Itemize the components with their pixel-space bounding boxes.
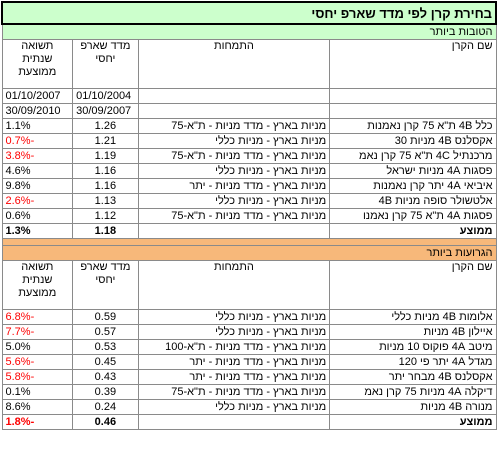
fund-name-cell: מרכנתיל 4C ת"א 75 קרן נאמ [329,148,497,164]
date-empty-cell [329,88,497,104]
return-period-end: 30/09/2010 [1,103,74,119]
specialization-cell: מניות בארץ - מניות כללי [137,163,331,179]
table-row: מרכנתיל 4C ת"א 75 קרן נאמ מניות בארץ - מד… [1,148,497,164]
table-row: מיטב 4A פוקוס 10 מניות מניות בארץ - מדד מ… [1,339,497,355]
date-empty-cell [329,103,497,119]
sharpe-cell: 1.13 [72,193,139,209]
fund-name-cell: פסגות 4A מניות ישראל [329,163,497,179]
fund-name-cell: אלטשולר סופה מניות 4B [329,193,497,209]
specialization-cell: מניות בארץ - מדד מניות - ת"א-100 [137,339,331,355]
sharpe-cell: 1.16 [72,163,139,179]
table-row: אקסלנס 4B מבחר יתר מניות בארץ - מדד מניות… [1,369,497,385]
fund-name-cell: דיקלה 4A מניות 75 קרן נאמ [329,384,497,400]
fund-name-cell: מנורה 4B מניות [329,399,497,415]
header-annual-return: תשואה שנתית ממוצעת [1,39,74,89]
table-row: פסגות 4A ת"א 75 קרן נאמנו מניות בארץ - מד… [1,208,497,224]
sharpe-cell: 0.43 [72,369,139,385]
fund-name-cell: כלל 4B ת"א 75 קרן נאמנות [329,118,497,134]
table-row: אלטשולר סופה מניות 4B מניות בארץ - מניות … [1,193,497,209]
sharpe-cell: 1.26 [72,118,139,134]
fund-name-cell: מגדל 4A יתר פי 120 [329,354,497,370]
table-row: מגדל 4A יתר פי 120 מניות בארץ - מדד מניות… [1,354,497,370]
header-specialization: התמחות [137,39,331,89]
specialization-cell: מניות בארץ - מניות כללי [137,324,331,340]
sharpe-period-end: 30/09/2007 [72,103,139,119]
specialization-cell: מניות בארץ - מניות כללי [137,193,331,209]
annual-return-cell: 0.1% [1,384,74,400]
header-fund-name: שם הקרן [329,260,497,310]
header-sharpe: מדד שארפ יחסי [72,39,139,89]
section-label-best: הטובות ביותר [1,23,497,40]
specialization-cell: מניות בארץ - מניות כללי [137,309,331,325]
section-label-worst: הגרועות ביותר [1,245,497,261]
fund-name-cell: מיטב 4A פוקוס 10 מניות [329,339,497,355]
specialization-cell: מניות בארץ - מדד מניות - יתר [137,354,331,370]
table-row: מנורה 4B מניות מניות בארץ - מניות כללי 0.2… [1,399,497,415]
table-row: איביאי 4A יתר קרן נאמנות מניות בארץ - מדד… [1,178,497,194]
header-annual-return: תשואה שנתית ממוצעת [1,260,74,310]
header-specialization: התמחות [137,260,331,310]
fund-selection-table: בחירת קרן לפי מדד שארפ יחסי הטובות ביותר… [1,1,497,430]
fund-name-cell: פסגות 4A ת"א 75 קרן נאמנו [329,208,497,224]
best-average-label: ממוצע [329,223,497,239]
sharpe-cell: 1.21 [72,133,139,149]
header-sharpe: מדד שארפ יחסי [72,260,139,310]
sharpe-cell: 0.53 [72,339,139,355]
sharpe-cell: 1.16 [72,178,139,194]
annual-return-cell: -7.7% [1,324,74,340]
sharpe-cell: 0.45 [72,354,139,370]
specialization-cell: מניות בארץ - מניות כללי [137,399,331,415]
specialization-cell: מניות בארץ - מניות כללי [137,133,331,149]
table-row: כלל 4B ת"א 75 קרן נאמנות מניות בארץ - מדד… [1,118,497,134]
annual-return-cell: -6.8% [1,309,74,325]
annual-return-cell: 5.0% [1,339,74,355]
annual-return-cell: -5.8% [1,369,74,385]
average-empty-cell [137,414,331,430]
worst-average-sharpe: 0.46 [72,414,139,430]
table-row: אלומות 4B מניות כללי מניות בארץ - מניות כ… [1,309,497,325]
specialization-cell: מניות בארץ - מדד מניות - ת"א-75 [137,148,331,164]
sharpe-cell: 1.12 [72,208,139,224]
sharpe-cell: 0.57 [72,324,139,340]
return-period-start: 01/10/2007 [1,88,74,104]
annual-return-cell: -2.6% [1,193,74,209]
table-row: פסגות 4A מניות ישראל מניות בארץ - מניות כ… [1,163,497,179]
annual-return-cell: 8.6% [1,399,74,415]
sharpe-cell: 0.59 [72,309,139,325]
sharpe-cell: 0.39 [72,384,139,400]
annual-return-cell: -0.7% [1,133,74,149]
annual-return-cell: -5.6% [1,354,74,370]
table-row: איילון 4B מניות מניות בארץ - מניות כללי 0.… [1,324,497,340]
sharpe-period-start: 01/10/2004 [72,88,139,104]
annual-return-cell: -3.8% [1,148,74,164]
section-divider [1,238,497,246]
specialization-cell: מניות בארץ - מדד מניות - ת"א-75 [137,384,331,400]
average-empty-cell [137,223,331,239]
fund-name-cell: איילון 4B מניות [329,324,497,340]
table-row: אקסלנס 4B מניות 30 מניות בארץ - מניות כלל… [1,133,497,149]
best-average-sharpe: 1.18 [72,223,139,239]
annual-return-cell: 9.8% [1,178,74,194]
date-empty-cell [137,88,331,104]
best-average-return: 1.3% [1,223,74,239]
page-title: בחירת קרן לפי מדד שארפ יחסי [1,1,497,25]
specialization-cell: מניות בארץ - מדד מניות - ת"א-75 [137,118,331,134]
date-empty-cell [137,103,331,119]
fund-name-cell: אלומות 4B מניות כללי [329,309,497,325]
sharpe-cell: 1.19 [72,148,139,164]
header-fund-name: שם הקרן [329,39,497,89]
fund-name-cell: אקסלנס 4B מניות 30 [329,133,497,149]
fund-name-cell: אקסלנס 4B מבחר יתר [329,369,497,385]
sharpe-cell: 0.24 [72,399,139,415]
annual-return-cell: 1.1% [1,118,74,134]
specialization-cell: מניות בארץ - מדד מניות - יתר [137,178,331,194]
annual-return-cell: 4.6% [1,163,74,179]
table-row: דיקלה 4A מניות 75 קרן נאמ מניות בארץ - מד… [1,384,497,400]
specialization-cell: מניות בארץ - מדד מניות - ת"א-75 [137,208,331,224]
worst-average-return: -1.8% [1,414,74,430]
specialization-cell: מניות בארץ - מדד מניות - יתר [137,369,331,385]
fund-name-cell: איביאי 4A יתר קרן נאמנות [329,178,497,194]
annual-return-cell: 0.6% [1,208,74,224]
worst-average-label: ממוצע [329,414,497,430]
